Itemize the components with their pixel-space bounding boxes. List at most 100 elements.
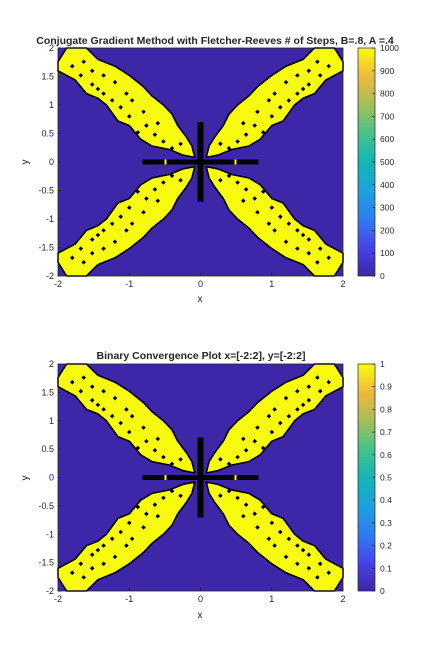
- nonconvergent-speck: [81, 260, 86, 265]
- colorbar-tick-label: 1000: [380, 43, 399, 53]
- x-axis: -2 -1 0 1 2: [54, 588, 346, 604]
- y-tick-label: 2: [49, 43, 54, 53]
- y-tick-label: 0.5: [41, 129, 54, 139]
- nonconvergent-speck: [286, 414, 292, 419]
- nonconvergent-speck: [306, 398, 312, 403]
- panel-1: Conjugate Gradient Method with Fletcher-…: [20, 35, 399, 305]
- converged-region-arm: [57, 165, 196, 277]
- nonconvergent-speck: [255, 525, 260, 530]
- nonconvergent-speck: [269, 114, 275, 119]
- colorbar-tick-label: 500: [380, 157, 394, 167]
- nonconvergent-speck: [178, 457, 183, 462]
- nonconvergent-speck: [306, 566, 312, 571]
- colorbar-tick-label: 900: [380, 66, 394, 76]
- horizontal-boundary-core: [166, 475, 235, 480]
- nonconvergent-speck: [306, 237, 312, 242]
- nonconvergent-speck: [89, 398, 95, 403]
- nonconvergent-speck: [127, 429, 132, 435]
- y-tick-label: -1.5: [38, 558, 54, 568]
- nonconvergent-speck: [89, 237, 95, 242]
- x-axis-label: x: [198, 294, 203, 305]
- converged-region-arm: [205, 165, 344, 277]
- x-tick-label: 2: [340, 594, 345, 604]
- colorbar-tick-label: 0.7: [380, 427, 392, 437]
- heatmap-area: [57, 47, 344, 277]
- nonconvergent-speck: [101, 388, 106, 394]
- colorbar-tick-label: 0.6: [380, 450, 392, 460]
- x-axis-label: x: [198, 610, 203, 621]
- heatmap-area: [57, 363, 344, 592]
- nonconvergent-speck: [144, 439, 149, 444]
- nonconvergent-speck: [70, 255, 75, 261]
- nonconvergent-speck: [129, 98, 135, 103]
- nonconvergent-speck: [218, 457, 223, 462]
- x-axis: -2 -1 0 1 2: [54, 273, 346, 289]
- x-tick-label: 2: [340, 279, 345, 289]
- colorbar-tick-label: 0.5: [380, 473, 392, 483]
- y-tick-label: -0.5: [38, 186, 54, 196]
- converged-region-arm: [57, 363, 196, 474]
- nonconvergent-speck: [295, 543, 300, 548]
- y-tick-label: -0.5: [38, 501, 54, 511]
- nonconvergent-speck: [255, 209, 260, 215]
- x-tick-label: -1: [125, 279, 133, 289]
- nonconvergent-speck: [226, 173, 232, 178]
- nonconvergent-speck: [315, 575, 320, 580]
- colorbar-tick-label: 800: [380, 89, 394, 99]
- nonconvergent-speck: [152, 132, 158, 137]
- nonconvergent-speck: [295, 407, 300, 412]
- nonconvergent-speck: [70, 379, 75, 385]
- y-axis-label: y: [20, 160, 31, 165]
- nonconvergent-speck: [101, 228, 106, 233]
- colorbar-tick-label: 400: [380, 180, 394, 190]
- y-tick-label: 1.5: [41, 72, 54, 82]
- converged-region-arm: [205, 481, 344, 592]
- nonconvergent-speck: [124, 91, 129, 96]
- nonconvergent-speck: [141, 209, 146, 215]
- colorbar-tick-label: 0.3: [380, 518, 392, 528]
- nonconvergent-speck: [266, 98, 272, 103]
- y-tick-label: -1: [46, 529, 54, 539]
- converged-region-arm: [57, 47, 196, 159]
- y-tick-label: -2: [46, 586, 54, 596]
- colorbar: 1 0.9 0.8 0.7 0.6 0.5 0.4 0.3 0.2 0.1 0: [357, 359, 392, 596]
- nonconvergent-speck: [144, 196, 149, 201]
- nonconvergent-speck: [235, 454, 240, 460]
- x-tick-label: 0: [198, 594, 203, 604]
- colorbar-tick-label: 300: [380, 203, 394, 213]
- x-tick-label: -2: [54, 594, 62, 604]
- nonconvergent-speck: [252, 123, 257, 128]
- colorbar-tick-label: 0.1: [380, 563, 392, 573]
- nonconvergent-speck: [89, 384, 95, 389]
- nonconvergent-speck: [124, 228, 129, 233]
- nonconvergent-speck: [278, 105, 283, 110]
- nonconvergent-speck: [306, 82, 312, 87]
- colorbar-tick-label: 0.2: [380, 541, 392, 551]
- y-tick-label: 2: [49, 359, 54, 369]
- x-tick-label: 1: [269, 594, 274, 604]
- nonconvergent-speck: [326, 63, 331, 69]
- nonconvergent-speck: [101, 91, 106, 96]
- nonconvergent-speck: [269, 429, 275, 435]
- nonconvergent-speck: [109, 221, 115, 226]
- nonconvergent-speck: [306, 384, 312, 389]
- y-axis: 2 1.5 1 0.5 0 -0.5 -1 -1.5 -2: [38, 359, 61, 596]
- nonconvergent-speck: [95, 86, 101, 92]
- y-tick-label: -1: [46, 214, 54, 224]
- y-tick-label: 0: [49, 473, 54, 483]
- y-tick-label: 1: [49, 100, 54, 110]
- x-tick-label: 0: [198, 279, 203, 289]
- nonconvergent-speck: [295, 246, 300, 251]
- y-axis: 2 1.5 1 0.5 0 -0.5 -1 -1.5 -2: [38, 43, 61, 281]
- x-tick-label: -1: [125, 594, 133, 604]
- nonconvergent-speck: [101, 246, 106, 251]
- nonconvergent-speck: [306, 68, 312, 74]
- y-tick-label: -1.5: [38, 243, 54, 253]
- colorbar-tick-label: 0.9: [380, 382, 392, 392]
- nonconvergent-speck: [112, 239, 118, 245]
- chart-title: Binary Convergence Plot x=[-2:2], y=[-2:…: [97, 350, 306, 362]
- nonconvergent-speck: [78, 388, 84, 394]
- y-tick-label: 0: [49, 157, 54, 167]
